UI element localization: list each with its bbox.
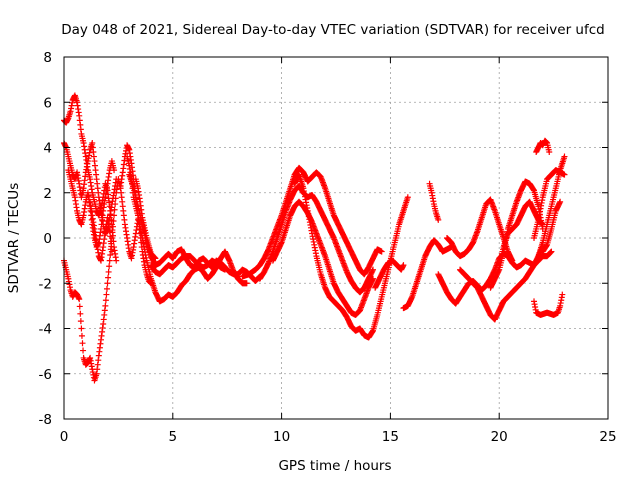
data-track	[148, 253, 229, 278]
data-track	[269, 198, 376, 318]
data-track	[65, 158, 118, 251]
data-point	[243, 280, 250, 287]
data-point	[111, 212, 118, 219]
y-tick-label: 6	[43, 95, 52, 111]
data-point	[557, 198, 564, 205]
data-track	[291, 171, 411, 341]
data-point	[369, 275, 376, 282]
y-tick-label: 2	[43, 186, 52, 202]
data-point	[509, 257, 516, 264]
y-tick-label: 4	[43, 141, 52, 157]
data-point	[102, 297, 109, 304]
data-point	[111, 167, 118, 174]
y-tick-label: -6	[39, 367, 52, 383]
data-point	[103, 291, 110, 298]
data-point	[77, 310, 84, 317]
y-tick-label: -4	[39, 322, 52, 338]
data-point	[108, 243, 115, 250]
y-tick-label: -2	[39, 276, 52, 292]
data-track	[132, 176, 159, 262]
data-point	[546, 149, 553, 156]
data-point	[78, 332, 85, 339]
data-point	[108, 248, 115, 255]
data-point	[561, 153, 568, 160]
data-point	[79, 340, 86, 347]
data-track	[535, 153, 568, 260]
y-tick-label: 0	[43, 231, 52, 247]
x-tick-label: 0	[60, 429, 69, 445]
data-point	[80, 347, 87, 354]
data-point	[107, 238, 114, 245]
data-point	[113, 176, 120, 183]
data-point	[76, 296, 83, 303]
data-point	[152, 255, 159, 262]
data-point	[111, 206, 118, 213]
data-point	[77, 318, 84, 325]
data-point	[561, 171, 568, 178]
data-point	[103, 285, 110, 292]
data-point	[113, 257, 120, 264]
data-points	[61, 92, 568, 384]
chart-title: Day 048 of 2021, Sidereal Day-to-day VTE…	[61, 22, 604, 38]
data-point	[222, 266, 229, 273]
x-axis-label: GPS time / hours	[278, 458, 391, 474]
data-point	[106, 257, 113, 264]
x-tick-label: 5	[169, 429, 178, 445]
x-tick-label: 25	[599, 429, 616, 445]
data-point	[107, 251, 114, 258]
data-point	[548, 248, 555, 255]
data-point	[105, 268, 112, 275]
y-tick-label: -8	[39, 412, 52, 428]
data-point	[404, 194, 411, 201]
data-point	[369, 266, 376, 273]
data-track	[87, 198, 115, 264]
data-point	[109, 229, 116, 236]
x-tick-label: 15	[382, 429, 399, 445]
data-point	[378, 248, 385, 255]
data-track	[539, 198, 564, 255]
data-point	[78, 325, 85, 332]
data-point	[435, 216, 442, 223]
data-point	[106, 263, 113, 270]
data-point	[104, 280, 111, 287]
tick-marks	[63, 56, 609, 420]
data-track	[533, 137, 553, 156]
data-point	[76, 303, 83, 310]
data-point	[107, 233, 114, 240]
x-tick-label: 20	[491, 429, 508, 445]
data-point	[102, 302, 109, 309]
x-tick-label: 10	[273, 429, 290, 445]
y-tick-label: 8	[43, 50, 52, 66]
data-track	[400, 237, 455, 312]
data-track	[426, 180, 442, 223]
data-point	[400, 262, 407, 269]
data-track	[372, 257, 407, 291]
data-point	[105, 274, 112, 281]
data-point	[106, 228, 113, 235]
y-axis-label: SDTVAR / TECUs	[6, 183, 22, 293]
tick-labels: 0 5 10 15 20 25 -8 -6 -4 -2 0 2 4 6 8	[39, 50, 617, 445]
data-track	[531, 291, 566, 318]
data-point	[559, 291, 566, 298]
data-track	[239, 164, 385, 280]
